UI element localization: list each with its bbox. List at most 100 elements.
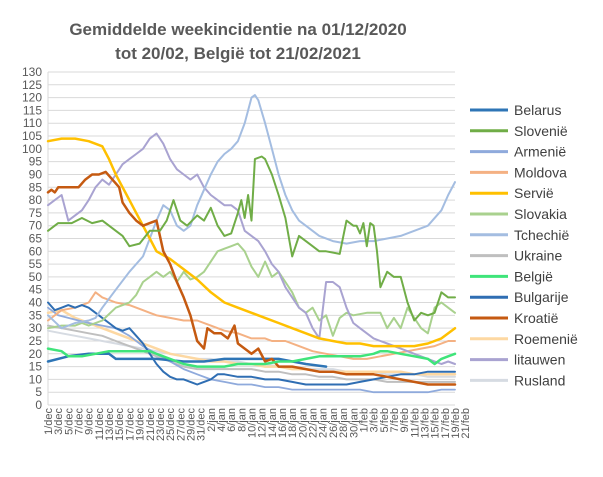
- legend-label: Slovakia: [514, 206, 567, 222]
- x-tick-label: 5/dec: [63, 408, 75, 435]
- y-tick-label: 130: [22, 65, 42, 79]
- y-tick-label: 115: [23, 103, 42, 117]
- x-tick-label: 21/feb: [460, 408, 472, 439]
- y-tick-label: 5: [35, 385, 42, 399]
- x-tick-label: 3/feb: [369, 408, 381, 432]
- x-tick-label: 3/dec: [53, 408, 65, 435]
- y-tick-label: 70: [29, 219, 43, 233]
- y-tick-label: 30: [29, 321, 43, 335]
- x-tick-label: 15/dec: [114, 408, 126, 442]
- x-tick-label: 7/feb: [389, 408, 401, 432]
- legend-label: Servië: [514, 185, 554, 201]
- legend-label: Rusland: [514, 372, 565, 388]
- chart-title-line2: tot 20/02, België tot 21/02/2021: [115, 44, 361, 63]
- x-tick-label: 4/jan: [216, 408, 228, 432]
- y-tick-label: 50: [29, 270, 43, 284]
- chart-title-line1: Gemiddelde weekincidentie na 01/12/2020: [69, 20, 406, 39]
- x-tick-label: 13/feb: [419, 408, 431, 439]
- y-tick-label: 45: [29, 283, 43, 297]
- series-line-armenië: [47, 306, 456, 394]
- y-tick-label: 0: [35, 398, 42, 412]
- x-tick-label: 31/dec: [196, 408, 208, 442]
- legend-label: Armenië: [514, 144, 566, 160]
- x-tick-label: 18/jan: [287, 408, 299, 438]
- x-tick-label: 9/dec: [84, 408, 96, 435]
- y-tick-label: 35: [29, 308, 43, 322]
- y-tick-label: 75: [29, 206, 43, 220]
- legend-label: Tchechië: [514, 227, 569, 243]
- x-tick-label: 23/dec: [155, 408, 167, 442]
- series-line-kroatië: [46, 170, 457, 386]
- x-tick-label: 26/jan: [328, 408, 340, 438]
- legend-label: België: [514, 268, 553, 284]
- x-tick-label: 9/feb: [399, 408, 411, 432]
- legend-label: Kroatië: [514, 310, 559, 326]
- y-tick-label: 25: [29, 334, 43, 348]
- x-tick-label: 17/dec: [124, 408, 136, 442]
- y-tick-label: 10: [29, 372, 43, 386]
- x-tick-label: 13/dec: [104, 408, 116, 442]
- legend-label: Moldova: [514, 164, 567, 180]
- series-line-belgië: [46, 347, 457, 368]
- legend-label: Ukraine: [514, 248, 562, 264]
- y-tick-label: 95: [29, 155, 43, 169]
- y-tick-label: 105: [22, 129, 42, 143]
- x-tick-label: 10/jan: [247, 408, 259, 438]
- x-tick-label: 1/feb: [358, 408, 370, 432]
- y-tick-label: 80: [29, 193, 43, 207]
- x-axis-tick-labels: 1/dec3/dec5/dec7/dec9/dec11/dec13/dec15/…: [43, 408, 472, 442]
- y-tick-label: 110: [23, 116, 42, 130]
- x-tick-label: 2/jan: [206, 408, 218, 432]
- x-tick-label: 17/feb: [440, 408, 452, 439]
- x-tick-label: 8/jan: [236, 408, 248, 432]
- x-tick-label: 14/jan: [267, 408, 279, 438]
- series-line-bulgarije: [47, 301, 456, 386]
- legend-label: litauwen: [514, 352, 565, 368]
- x-tick-label: 29/dec: [185, 408, 197, 442]
- y-tick-label: 120: [22, 91, 42, 105]
- y-tick-label: 85: [29, 180, 43, 194]
- x-tick-label: 30/jan: [348, 408, 360, 438]
- legend-label: Roemenië: [514, 331, 578, 347]
- x-tick-label: 11/dec: [94, 408, 106, 441]
- y-tick-label: 55: [29, 257, 43, 271]
- series-line-servië: [46, 137, 457, 348]
- x-tick-label: 22/jan: [308, 408, 320, 438]
- y-tick-label: 90: [29, 167, 43, 181]
- x-tick-label: 16/jan: [277, 408, 289, 438]
- x-tick-label: 21/dec: [145, 408, 157, 442]
- y-tick-label: 125: [22, 78, 42, 92]
- legend-label: Slovenië: [514, 123, 568, 139]
- series-line-slovenië: [47, 155, 456, 322]
- x-tick-label: 6/jan: [226, 408, 238, 432]
- y-axis-tick-labels: 0510152025303540455055606570758085909510…: [22, 65, 42, 412]
- y-tick-label: 100: [22, 142, 42, 156]
- x-tick-label: 11/feb: [409, 408, 421, 438]
- x-tick-label: 15/feb: [430, 408, 442, 439]
- x-tick-label: 7/dec: [74, 408, 86, 435]
- x-tick-label: 24/jan: [318, 408, 330, 438]
- x-tick-label: 1/dec: [43, 408, 55, 435]
- x-tick-label: 19/dec: [135, 408, 147, 442]
- legend-label: Bulgarije: [514, 289, 569, 305]
- series-lines: [46, 94, 457, 394]
- x-tick-label: 20/jan: [297, 408, 309, 438]
- x-tick-label: 25/dec: [165, 408, 177, 442]
- x-tick-label: 28/jan: [338, 408, 350, 438]
- y-tick-label: 20: [29, 347, 43, 361]
- y-tick-label: 40: [29, 296, 43, 310]
- y-tick-label: 15: [29, 360, 43, 374]
- y-tick-label: 65: [29, 232, 43, 246]
- x-tick-label: 19/feb: [450, 408, 462, 439]
- legend-label: Belarus: [514, 102, 561, 118]
- series-line-slovakia: [47, 242, 456, 337]
- y-tick-label: 60: [29, 244, 43, 258]
- x-tick-label: 27/dec: [175, 408, 187, 442]
- series-line-ukraine: [47, 324, 456, 383]
- x-tick-label: 12/jan: [257, 408, 269, 438]
- legend: Belarus Slovenië Armenië Moldova Servië Slova…: [470, 102, 578, 388]
- x-tick-label: 5/feb: [379, 408, 391, 432]
